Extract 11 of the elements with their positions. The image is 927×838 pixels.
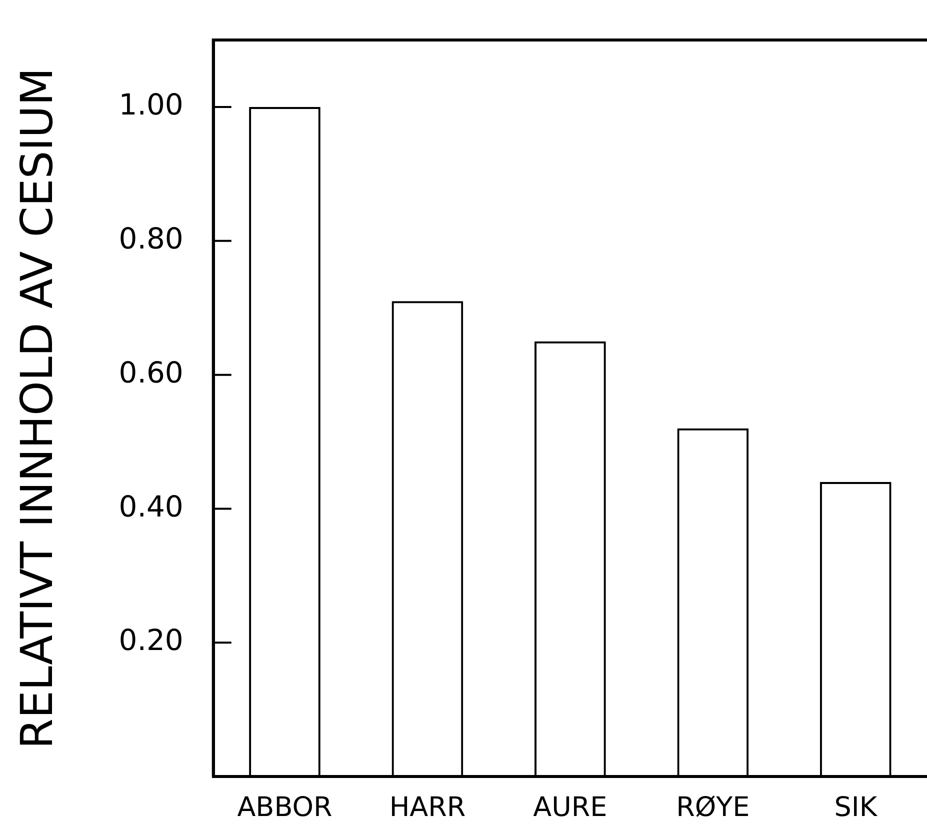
x-tick-label: HARR bbox=[389, 792, 466, 823]
y-tick-label: 1.00 bbox=[118, 87, 184, 122]
y-tick-label: 0.80 bbox=[118, 221, 184, 256]
x-tick-label: AURE bbox=[533, 792, 608, 823]
y-axis-title: RELATIVT INNHOLD AV CESIUM bbox=[12, 68, 63, 749]
y-tick-label: 0.20 bbox=[118, 623, 184, 658]
y-tick-label: 0.40 bbox=[118, 489, 184, 524]
y-tick-label: 0.60 bbox=[118, 355, 184, 390]
x-tick-label: RØYE bbox=[676, 792, 750, 823]
x-tick-label: SIK bbox=[834, 792, 878, 823]
x-tick-label: ABBOR bbox=[237, 792, 332, 823]
